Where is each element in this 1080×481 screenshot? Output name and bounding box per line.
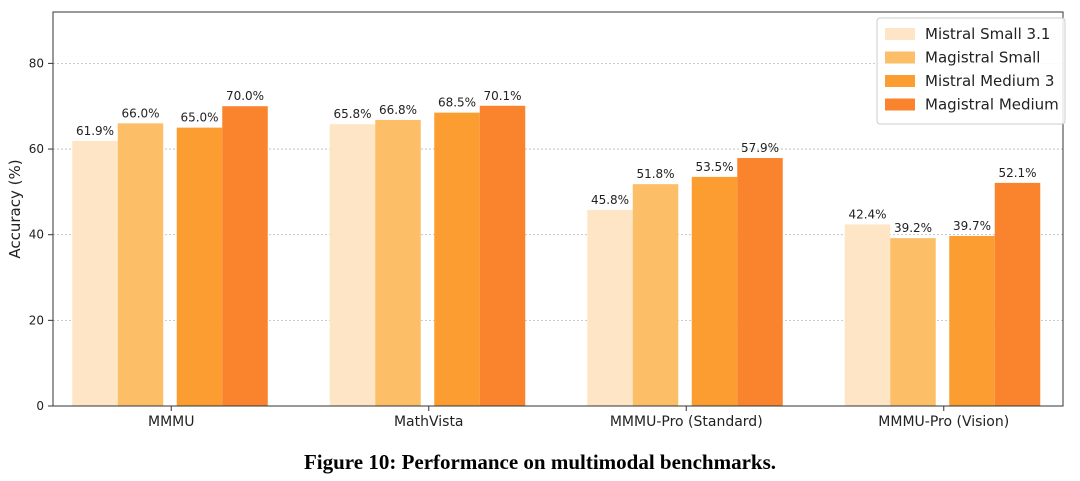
x-tick-label: MMMU [148, 414, 194, 430]
legend-swatch [885, 75, 915, 87]
bar [176, 127, 223, 406]
data-label: 61.9% [76, 124, 114, 138]
x-tick-label: MathVista [394, 414, 464, 430]
y-tick-label: 20 [29, 313, 44, 327]
data-label: 39.7% [953, 219, 991, 233]
data-label: 66.0% [121, 106, 159, 120]
legend-swatch [885, 98, 915, 111]
legend-label: Mistral Small 3.1 [925, 25, 1050, 43]
data-label: 51.8% [636, 167, 674, 181]
bar [434, 112, 480, 407]
x-tick-label: MMMU-Pro (Standard) [610, 414, 763, 430]
data-label: 53.5% [695, 160, 733, 174]
data-label: 57.9% [741, 141, 779, 155]
legend-box [876, 17, 1066, 125]
data-label: 70.1% [483, 89, 521, 103]
bar [117, 123, 164, 406]
bar [890, 238, 936, 406]
figure-caption: Figure 10: Performance on multimodal ben… [303, 450, 777, 474]
y-tick-label: 80 [29, 56, 44, 70]
data-labels: 61.9% 65.8% 45.8% 42.4% 66.0% 66.8% 51.8% 39.2%… [76, 89, 1037, 235]
data-label: 52.1% [998, 166, 1036, 180]
bar [222, 106, 268, 406]
bar [994, 182, 1041, 406]
data-label: 39.2% [894, 221, 932, 235]
chart: 61.9% 65.8% 45.8% 42.4% 66.0% 66.8% 51.8% 39.2%… [6, 11, 1066, 430]
data-label: 68.5% [438, 96, 476, 110]
y-axis: 0 20 40 60 80 [29, 56, 53, 413]
data-label: 65.8% [333, 107, 371, 121]
bar [72, 140, 118, 406]
bar [844, 224, 891, 406]
bar [949, 235, 995, 406]
data-label: 66.8% [379, 103, 417, 117]
x-tick-label: MMMU-Pro (Vision) [878, 414, 1009, 430]
x-axis: MMMU MathVista MMMU-Pro (Standard) MMMU-Pro… [148, 406, 1009, 430]
bars [72, 105, 1041, 407]
bar [375, 119, 421, 406]
legend-swatch [885, 51, 915, 64]
y-tick-label: 40 [29, 228, 44, 242]
data-label: 65.0% [180, 111, 218, 125]
plot-frame [52, 11, 1064, 407]
bar [587, 209, 633, 406]
y-tick-label: 0 [36, 399, 44, 413]
bar [632, 184, 679, 406]
legend-swatch [885, 28, 915, 40]
bar [691, 176, 738, 406]
y-axis-title: Accuracy (%) [6, 159, 24, 258]
bar [737, 158, 783, 406]
bar [329, 124, 376, 406]
legend-label: Magistral Small [925, 49, 1040, 67]
data-label: 45.8% [591, 193, 629, 207]
legend-label: Magistral Medium [925, 96, 1059, 114]
legend: Mistral Small 3.1 Magistral Small Mistral … [876, 17, 1066, 125]
y-tick-label: 60 [29, 142, 44, 156]
legend-label: Mistral Medium 3 [925, 72, 1054, 90]
data-label: 70.0% [226, 89, 264, 103]
data-label: 42.4% [848, 207, 886, 221]
bar [479, 105, 526, 407]
